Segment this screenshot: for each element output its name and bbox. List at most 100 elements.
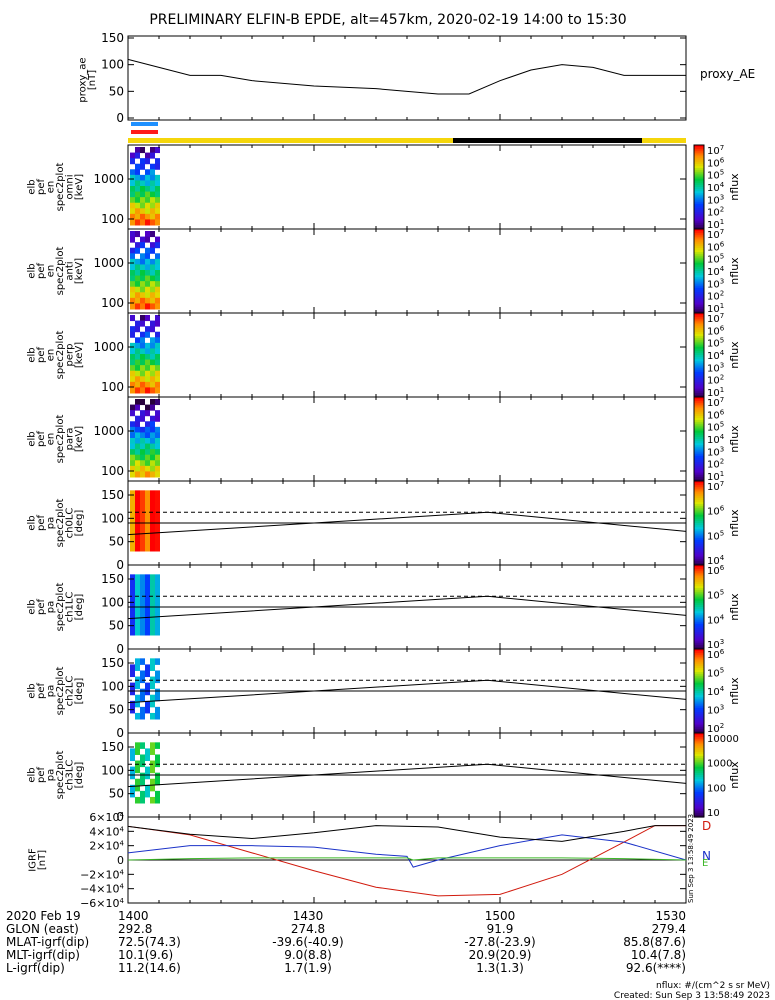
pa-3-colorbar-swatch (694, 770, 704, 774)
spec-1-heat-cell (155, 275, 160, 282)
pa-3-colorbar-swatch (694, 739, 704, 742)
ae-panel-frame (127, 35, 687, 121)
spec-1-colorbar-swatch (694, 235, 704, 238)
pa-1-colorbar-swatch (694, 600, 704, 604)
spec-0-colorbar-swatch (694, 145, 704, 148)
pa-3-heat-cell (140, 790, 145, 798)
pa-2-colorbar-swatch (694, 661, 704, 665)
spec-0-colorbar-swatch (694, 212, 704, 215)
pa-2-heat-cell (150, 700, 155, 708)
pa-3-colorbar-swatch (694, 796, 704, 799)
spec-3-heat-cell (140, 454, 145, 461)
pa-1-heat-cell (150, 574, 155, 581)
pa-0-colorbar-swatch (694, 539, 704, 543)
spec-0-colorbar-swatch (694, 184, 704, 188)
spec-2-heat-cell (135, 337, 140, 344)
spec-0-colorbar-swatch (694, 210, 704, 213)
spec-3-heat-cell (135, 454, 140, 461)
spec-2-heat-cell (140, 381, 145, 388)
pa-3-heat-cell (150, 748, 155, 755)
pa-0-colorbar-swatch (694, 489, 704, 493)
spec-3-heat-cell (135, 421, 140, 428)
spec-3-heat-cell (155, 432, 160, 439)
spec-1-frame (127, 228, 687, 314)
spec-3-ylabel-line: para (64, 428, 75, 451)
spec-2-colorbar-swatch (694, 376, 704, 379)
spec-0-colorbar-label: 103 (707, 193, 724, 206)
pa-2-heat-cell (140, 670, 145, 678)
pa-1-colorbar-swatch (694, 567, 704, 570)
spec-2-heat-cell (155, 348, 160, 355)
pa-1-heat-cell (135, 586, 140, 594)
ae-ylabel-line: proxy_ae (77, 57, 88, 102)
spec-0-heat-cell (150, 202, 155, 209)
pa-1-heat-cell (135, 580, 140, 587)
pa-3-colorbar-label: 100 (707, 783, 726, 794)
igrf-ylabel-line: [nT] (37, 850, 48, 870)
pa-0-colorbar-title: nflux (728, 509, 741, 537)
spec-2-heat-cell (155, 365, 160, 372)
spec-0-colorbar-swatch (694, 178, 704, 182)
pa-0-heat-cell (150, 514, 155, 522)
pa-1-heat-cell (155, 622, 160, 630)
pa-1-heat-cell (140, 574, 145, 581)
pa-0-colorbar-swatch (694, 558, 704, 562)
pa-1-colorbar-swatch (694, 609, 704, 612)
spec-0-colorbar-swatch (694, 216, 704, 220)
spec-2-heat-cell (150, 387, 155, 394)
footer-value: 1.7(1.9) (284, 961, 332, 975)
spec-3-heat-cell (145, 432, 150, 439)
spec-3-heat-cell (135, 460, 140, 467)
pa-1-heat-cell (140, 622, 145, 630)
spec-1-heat-cell (135, 258, 140, 265)
footer-value: 11.2(14.6) (118, 961, 181, 975)
spec-0-heat-cell (155, 174, 160, 181)
pa-2-heat-cell (145, 670, 150, 678)
spec-2-heat-cell (155, 342, 160, 349)
spec-0-heat-cell (155, 147, 160, 154)
pa-0-ytick-label: 0 (116, 558, 124, 572)
pa-3-heat-cell (150, 778, 155, 786)
pa-1-heat-cell (140, 586, 145, 594)
pa-2-heat-cell (140, 694, 145, 702)
pa-1-heat-cell (155, 574, 160, 581)
spec-3-heat-cell (150, 465, 155, 472)
pa-3-ytick-label: 150 (101, 740, 124, 754)
spec-0-heat-cell (150, 191, 155, 198)
pa-1-heat-cell (150, 604, 155, 612)
spec-3-colorbar-swatch (694, 441, 704, 444)
spec-0-heat-cell (155, 213, 160, 220)
pa-1-colorbar-swatch (694, 592, 704, 595)
spec-3-heat-cell (150, 421, 155, 428)
spec-1-heat-cell (150, 281, 155, 288)
spec-0-colorbar-swatch (694, 187, 704, 190)
pa-0-heat-cell (140, 532, 145, 540)
pa-3-heat-cell (135, 766, 140, 774)
spec-1-colorbar-swatch (694, 268, 704, 272)
pa-0-heat-cell (130, 520, 135, 528)
pa-3-heat-cell (145, 754, 150, 762)
spec-0-heat-cell (135, 174, 140, 181)
pa-2-colorbar-swatch (694, 682, 704, 686)
spec-2-colorbar-swatch (694, 367, 704, 371)
spec-2-heat-cell (150, 342, 155, 349)
spec-0-heat-cell (140, 197, 145, 204)
footer-row-label: L-igrf(dip) (6, 961, 65, 975)
pa-1-colorbar-swatch (694, 615, 704, 619)
spec-1-colorbar-label: 104 (707, 265, 725, 278)
spec-0-colorbar-swatch (694, 176, 704, 180)
spec-1-heat-cell (130, 281, 135, 288)
spec-3-colorbar-swatch (694, 447, 704, 451)
spec-0-colorbar-label: 107 (707, 144, 724, 157)
spec-0-colorbar-swatch (694, 189, 704, 192)
pa-1-colorbar-swatch (694, 632, 704, 635)
spec-0-heat-cell (130, 152, 135, 159)
spec-2-heat-cell (145, 331, 150, 338)
spec-1-heat-cell (130, 292, 135, 299)
spec-2-colorbar-swatch (694, 319, 704, 322)
spec-1-ytick-label: 100 (101, 296, 124, 310)
pa-1-heat-cell (145, 598, 150, 606)
spec-2-heat-cell (140, 354, 145, 361)
spec-1-colorbar-title: nflux (728, 257, 741, 285)
